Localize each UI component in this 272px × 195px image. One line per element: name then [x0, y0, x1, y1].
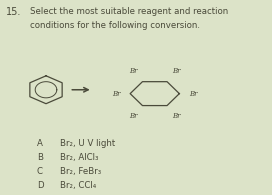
Text: 15.: 15. — [6, 6, 21, 17]
Text: conditions for the following conversion.: conditions for the following conversion. — [30, 21, 200, 30]
Text: Br₂, AlCl₃: Br₂, AlCl₃ — [60, 153, 99, 162]
Text: Br: Br — [172, 67, 180, 75]
Text: Br: Br — [129, 112, 138, 120]
Text: C: C — [37, 167, 43, 176]
Text: Br₂, CCl₄: Br₂, CCl₄ — [60, 181, 97, 190]
Text: Br: Br — [172, 112, 180, 120]
Text: Br₂, U V light: Br₂, U V light — [60, 139, 116, 148]
Text: A: A — [37, 139, 43, 148]
Text: Br: Br — [129, 67, 138, 75]
Text: Br: Br — [189, 90, 198, 98]
Text: Br₂, FeBr₃: Br₂, FeBr₃ — [60, 167, 101, 176]
Text: Br: Br — [112, 90, 120, 98]
Text: Select the most suitable reagent and reaction: Select the most suitable reagent and rea… — [30, 6, 229, 16]
Text: B: B — [37, 153, 43, 162]
Text: D: D — [37, 181, 44, 190]
